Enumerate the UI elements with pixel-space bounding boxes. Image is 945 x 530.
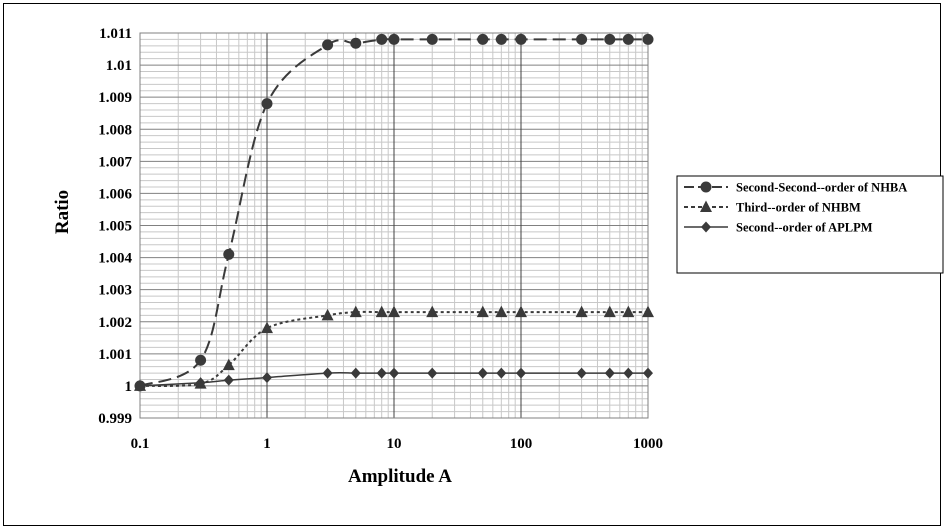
legend-label: Second-Second--order of NHBA [736, 181, 907, 195]
data-point-circle [388, 33, 400, 45]
data-point-triangle [375, 305, 388, 318]
data-point-circle [350, 37, 362, 49]
data-point-diamond [262, 372, 272, 384]
y-tick-label: 1.01 [106, 58, 132, 74]
data-point-diamond [350, 367, 361, 379]
y-tick-label: 1 [125, 379, 133, 395]
y-tick-label: 1.009 [98, 90, 132, 106]
series-3 [135, 367, 653, 392]
data-point-circle [223, 248, 235, 260]
x-tick-label: 1000 [633, 436, 663, 452]
data-point-circle [642, 33, 654, 45]
data-point-triangle [495, 305, 508, 318]
y-tick-label: 1.001 [98, 347, 132, 363]
data-point-circle [322, 39, 334, 51]
data-point-diamond [135, 380, 145, 392]
series-2 [134, 305, 654, 391]
data-point-diamond [604, 367, 615, 379]
y-tick-label: 1.011 [99, 26, 132, 42]
series-line [139, 310, 648, 387]
data-point-triangle [603, 305, 616, 318]
data-point-circle [261, 98, 273, 110]
legend: Second-Second--order of NHBA Third--order… [676, 175, 944, 274]
data-point-diamond [376, 367, 387, 379]
legend-box [676, 175, 944, 274]
y-axis-title: Ratio [52, 190, 73, 234]
data-point-triangle [388, 305, 400, 318]
data-point-diamond [576, 367, 587, 379]
y-tick-label: 1.007 [98, 154, 132, 170]
data-point-triangle [321, 308, 334, 321]
data-point-diamond [477, 367, 488, 379]
data-point-diamond [496, 367, 507, 379]
data-point-diamond [623, 367, 634, 379]
data-point-diamond [223, 374, 234, 386]
y-tick-label: 0.999 [98, 411, 132, 427]
legend-label: Third--order of NHBM [736, 201, 861, 215]
data-point-circle [700, 181, 712, 193]
data-point-diamond [322, 367, 333, 379]
y-tick-label: 1.003 [98, 283, 132, 299]
x-tick-label: 0.1 [131, 436, 150, 452]
data-point-circle [515, 33, 527, 45]
data-point-triangle [575, 305, 588, 318]
data-point-circle [195, 354, 207, 366]
data-point-diamond [427, 367, 438, 379]
data-point-triangle [642, 305, 654, 318]
data-point-triangle [622, 305, 635, 318]
data-point-triangle [476, 305, 489, 318]
tick-labels: 0.999 1 1.001 1.002 1.003 1.004 1.005 1.006 1.00… [98, 26, 663, 452]
plot-area-border [139, 32, 649, 419]
x-axis-title: Amplitude A [348, 466, 452, 487]
x-tick-label: 1 [263, 436, 271, 452]
series-line [139, 372, 648, 387]
data-point-triangle [349, 305, 362, 318]
data-point-circle [622, 33, 634, 45]
data-point-diamond [389, 367, 399, 379]
data-point-circle [576, 33, 588, 45]
data-point-diamond [643, 367, 653, 379]
data-point-triangle [700, 200, 712, 212]
data-point-diamond [195, 377, 206, 389]
data-point-diamond [701, 221, 711, 233]
y-tick-label: 1.006 [98, 186, 132, 202]
data-point-triangle [261, 321, 273, 334]
data-point-circle [477, 33, 489, 45]
data-point-circle [604, 33, 616, 45]
data-point-circle [426, 33, 438, 45]
y-tick-label: 1.004 [98, 251, 132, 267]
x-tick-label: 100 [510, 436, 533, 452]
x-tick-label: 10 [387, 436, 402, 452]
y-tick-label: 1.008 [98, 122, 132, 138]
legend-entry-1: Second-Second--order of NHBA [684, 181, 907, 195]
y-tick-label: 1.002 [98, 315, 132, 331]
data-point-triangle [515, 305, 527, 318]
legend-entry-2: Third--order of NHBM [684, 200, 861, 215]
legend-entry-3: Second--order of APLPM [684, 221, 873, 235]
data-point-circle [376, 33, 388, 45]
data-point-triangle [426, 305, 439, 318]
legend-label: Second--order of APLPM [736, 221, 873, 235]
series-layer [134, 33, 654, 392]
y-tick-label: 1.005 [98, 219, 132, 235]
data-point-triangle [222, 358, 235, 371]
data-point-circle [495, 33, 507, 45]
data-point-diamond [516, 367, 526, 379]
